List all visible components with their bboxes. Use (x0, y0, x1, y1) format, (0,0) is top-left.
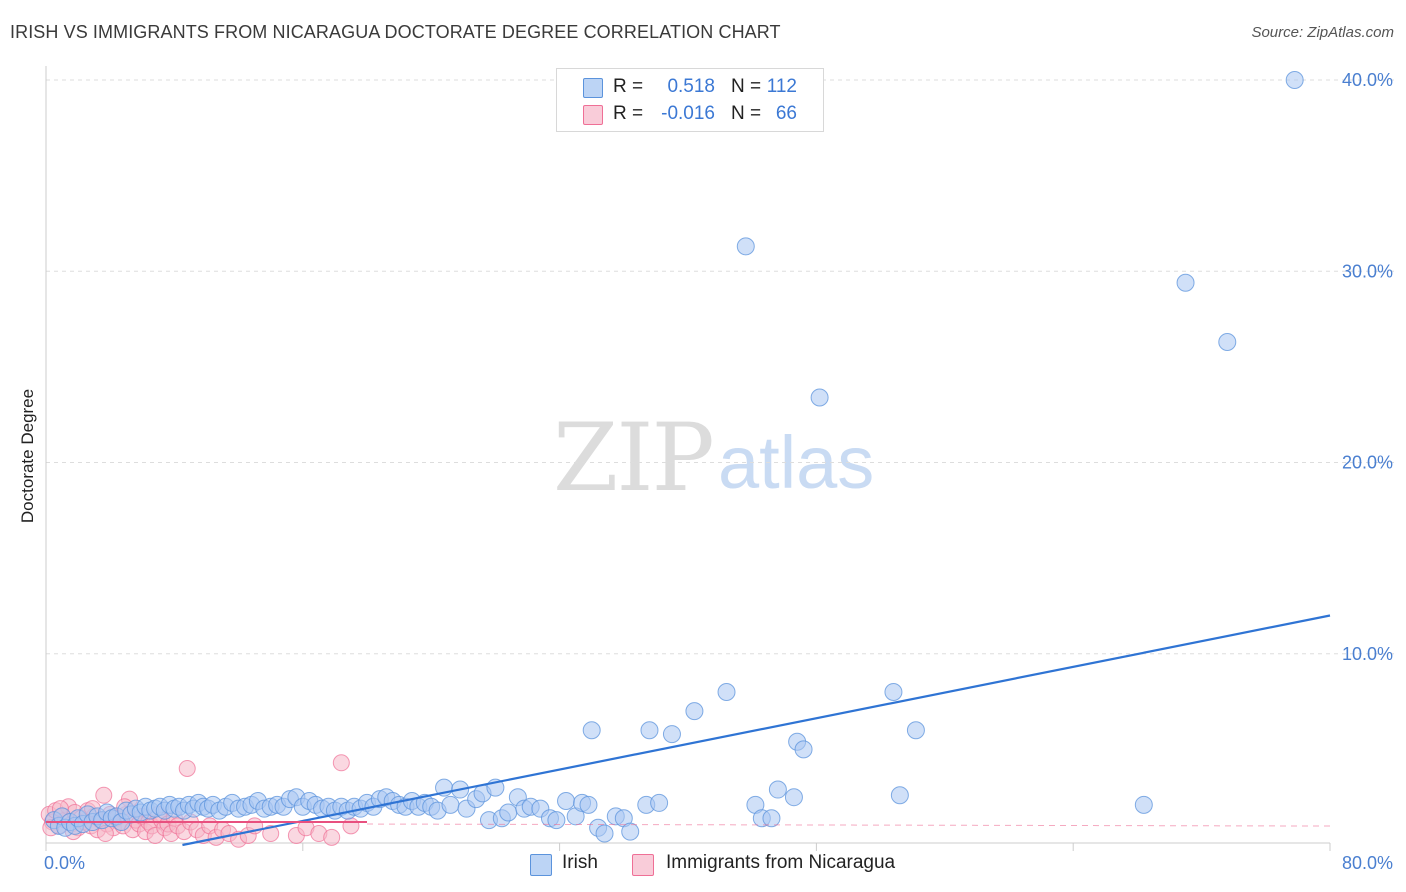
x-tick-label: 80.0% (1342, 853, 1393, 873)
data-point-irish (1134, 795, 1153, 814)
x-tick-label: 0.0% (44, 853, 85, 873)
legend-n-label: N = (731, 103, 762, 124)
data-point-irish (768, 780, 787, 799)
y-tick-label: 20.0% (1342, 453, 1393, 473)
data-point-irish (906, 721, 925, 740)
trend-lines (46, 614, 1331, 847)
tick-labels: 10.0% 20.0% 30.0% 40.0% 0.0% 80.0% (44, 70, 1393, 873)
y-tick-label: 40.0% (1342, 70, 1393, 90)
legend-r-label: R = (613, 76, 644, 97)
bottom-swatch-irish (530, 854, 552, 876)
data-point-nicaragua (95, 786, 113, 804)
data-point-irish (794, 740, 813, 759)
data-point-irish (662, 725, 681, 744)
legend-row-irish: R = 0.518 N = 112 (557, 73, 823, 101)
trend-line-nicaragua-extension (366, 823, 1331, 827)
data-point-irish (762, 809, 781, 828)
data-point-irish (595, 824, 614, 843)
irish-points (45, 71, 1304, 843)
data-point-irish (650, 793, 669, 812)
data-point-irish (1176, 273, 1195, 292)
data-point-irish (582, 721, 601, 740)
legend-row-nicaragua: R = -0.016 N = 66 (557, 100, 823, 128)
legend-r-value: 0.518 (667, 76, 715, 97)
data-point-irish (499, 803, 518, 822)
watermark-zip: ZIP (553, 404, 715, 513)
data-point-nicaragua (323, 828, 341, 846)
legend-r-label: R = (613, 103, 644, 124)
legend-swatch-nicaragua (583, 105, 603, 125)
data-point-irish (547, 811, 566, 830)
data-point-nicaragua (262, 825, 280, 843)
y-tick-label: 30.0% (1342, 261, 1393, 281)
data-point-irish (884, 683, 903, 701)
data-point-irish (736, 237, 755, 256)
data-point-irish (557, 792, 576, 811)
trend-line-irish (182, 614, 1331, 847)
bottom-swatch-nicaragua (632, 854, 654, 876)
data-point-irish (890, 786, 909, 805)
legend-r-value: -0.016 (661, 103, 715, 124)
legend-n-label: N = (731, 76, 762, 97)
data-point-nicaragua (332, 754, 350, 772)
correlation-legend: R = 0.518 N = 112 R = -0.016 N = 66 (556, 68, 824, 132)
axes (45, 66, 1331, 851)
chart-title: IRISH VS IMMIGRANTS FROM NICARAGUA DOCTO… (10, 22, 781, 42)
data-point-irish (441, 795, 460, 814)
grid-lines (46, 79, 1395, 655)
data-point-irish (717, 683, 736, 701)
data-point-nicaragua (178, 760, 196, 777)
data-point-irish (640, 721, 659, 740)
data-point-irish (621, 822, 640, 841)
bottom-legend-label: Irish (562, 852, 598, 873)
source-note: Source: ZipAtlas.com (1251, 24, 1394, 41)
legend-n-value: 112 (766, 76, 797, 97)
legend-n-value: 66 (775, 103, 797, 124)
data-point-irish (784, 788, 803, 807)
data-point-irish (1218, 333, 1237, 352)
bottom-legend-label: Immigrants from Nicaragua (666, 852, 896, 873)
data-point-irish (1285, 71, 1304, 89)
y-tick-label: 10.0% (1342, 644, 1393, 664)
data-point-irish (810, 388, 829, 407)
data-point-irish (685, 702, 704, 721)
legend-swatch-irish (583, 78, 603, 98)
data-point-irish (579, 795, 598, 814)
data-point-nicaragua (342, 817, 360, 835)
